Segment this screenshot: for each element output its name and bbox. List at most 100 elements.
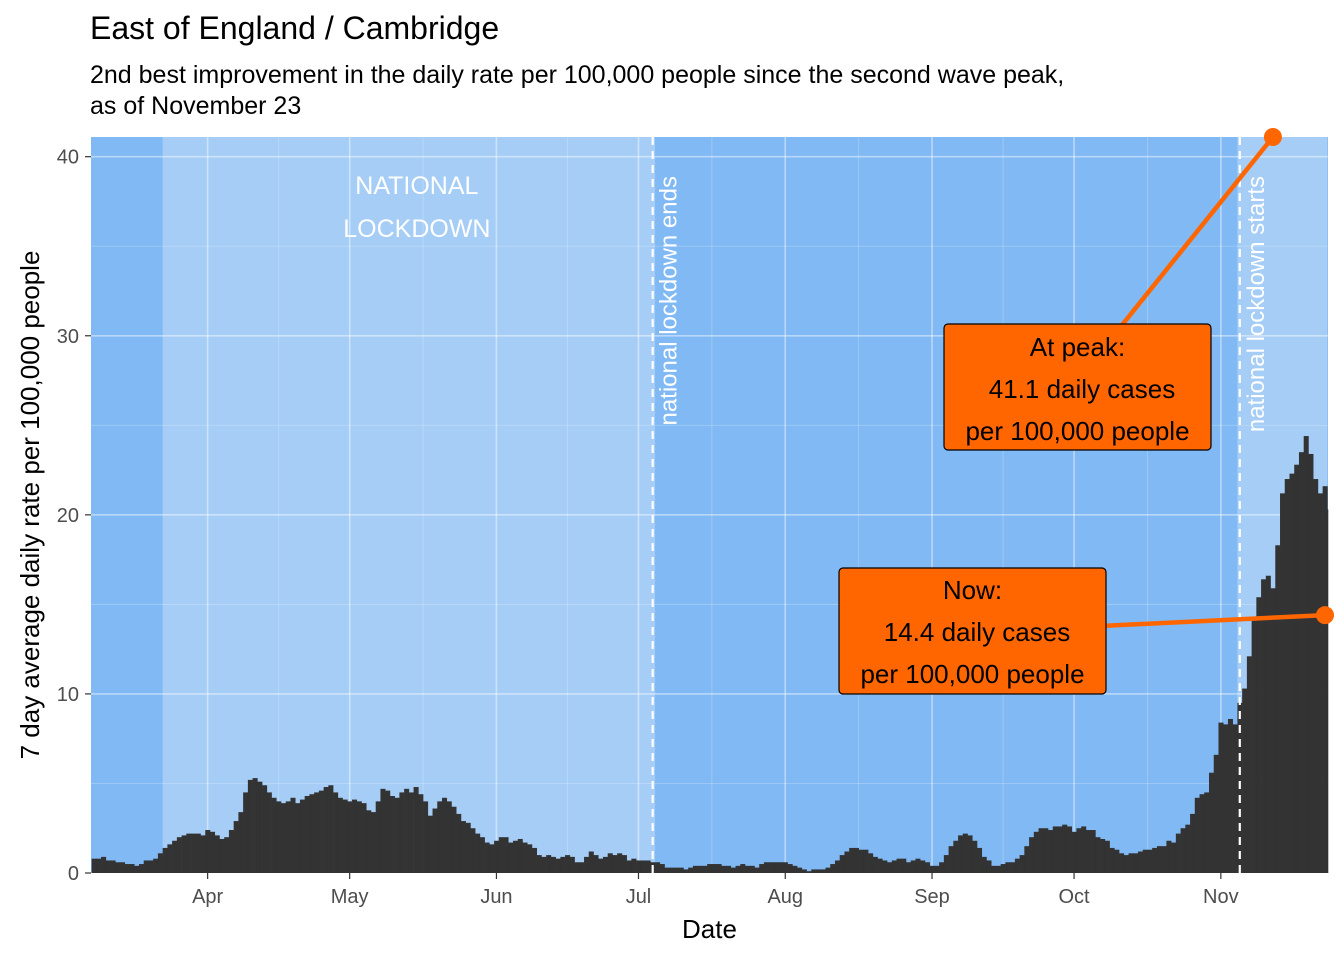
bar: [181, 835, 187, 873]
lockdown-label-line1: NATIONAL: [355, 172, 478, 200]
bar: [574, 862, 580, 873]
bar: [560, 856, 566, 873]
bar: [110, 860, 116, 873]
bar: [943, 855, 949, 873]
bar: [1114, 849, 1120, 873]
bar: [834, 860, 841, 873]
bar: [939, 862, 945, 873]
bar: [404, 788, 410, 873]
bar: [541, 856, 547, 873]
chart-title: East of England / Cambridge: [90, 10, 500, 46]
bar: [513, 840, 519, 873]
bar: [153, 858, 159, 873]
bar: [1137, 851, 1144, 873]
bar: [1194, 797, 1200, 873]
y-tick-label: 0: [68, 863, 79, 885]
bar: [1275, 545, 1281, 873]
bar: [863, 849, 869, 873]
bar: [423, 801, 429, 873]
bar: [200, 835, 206, 873]
bar: [621, 855, 627, 873]
bar: [389, 795, 395, 873]
bar: [1303, 436, 1309, 873]
bar: [167, 844, 173, 873]
x-tick-label: Jun: [480, 886, 512, 908]
bar: [247, 779, 253, 873]
bar: [299, 799, 305, 873]
y-tick-label: 10: [57, 684, 79, 706]
bar: [602, 856, 609, 873]
bar: [295, 803, 301, 873]
bar: [1289, 473, 1295, 873]
bar: [626, 860, 632, 873]
bar: [844, 851, 850, 873]
bar: [1322, 486, 1328, 873]
lockdown-label-line2: LOCKDOWN: [343, 215, 490, 243]
bar: [385, 790, 391, 873]
bar: [655, 862, 661, 873]
bar: [134, 865, 140, 873]
bar: [730, 867, 736, 873]
bar: [986, 860, 992, 873]
now-callout-line2: 14.4 daily cases: [884, 617, 1070, 647]
bar: [669, 867, 675, 873]
bar: [1298, 452, 1304, 873]
bar: [1175, 833, 1181, 873]
bar: [924, 862, 930, 873]
x-tick-label: Aug: [767, 886, 803, 908]
bar: [569, 856, 575, 873]
bar: [754, 867, 760, 873]
bar: [1024, 846, 1030, 873]
bar: [494, 840, 500, 873]
bar: [1280, 493, 1286, 873]
bar: [612, 855, 618, 873]
bar: [1038, 828, 1044, 873]
bar: [129, 864, 135, 873]
bar: [451, 806, 457, 873]
peak-point: [1263, 128, 1282, 146]
bar: [276, 801, 282, 873]
bar: [266, 792, 272, 873]
event-label-lockdown-ends: national lockdown ends: [656, 176, 683, 426]
peak-callout-box: [943, 323, 1212, 451]
bar: [1071, 831, 1077, 873]
bar: [593, 855, 599, 873]
bar: [636, 860, 642, 873]
event-label-lockdown-starts: national lockdown starts: [1243, 176, 1270, 432]
bar: [318, 790, 324, 873]
bar: [868, 853, 874, 873]
bar: [498, 837, 504, 873]
bar: [697, 865, 703, 873]
x-tick-label: Nov: [1203, 886, 1239, 908]
bar: [1052, 826, 1058, 873]
bar: [659, 864, 665, 873]
bar: [763, 862, 769, 873]
bar: [664, 867, 670, 873]
bar: [607, 853, 613, 873]
bar: [503, 837, 509, 873]
bar: [797, 867, 803, 873]
bar: [716, 864, 722, 873]
bar: [830, 864, 836, 873]
bar: [683, 869, 689, 873]
bar: [479, 837, 485, 873]
peak-callout-line1: At peak:: [1030, 332, 1125, 362]
bar: [309, 794, 315, 873]
bar: [527, 844, 533, 873]
bar: [565, 855, 571, 873]
y-tick-label: 30: [57, 326, 79, 348]
bar: [257, 781, 263, 873]
bar: [191, 833, 197, 873]
y-axis-title: 7 day average daily rate per 100,000 peo…: [15, 251, 45, 760]
bar: [209, 831, 216, 873]
bar: [219, 838, 225, 873]
bar: [825, 867, 831, 873]
bar: [745, 865, 751, 873]
bar: [678, 867, 684, 873]
bar: [290, 797, 296, 873]
bar: [243, 792, 249, 873]
chart-subtitle: 2nd best improvement in the daily rate p…: [90, 61, 1065, 120]
bar: [1270, 588, 1276, 873]
bar: [337, 797, 343, 873]
bar: [1190, 813, 1196, 873]
